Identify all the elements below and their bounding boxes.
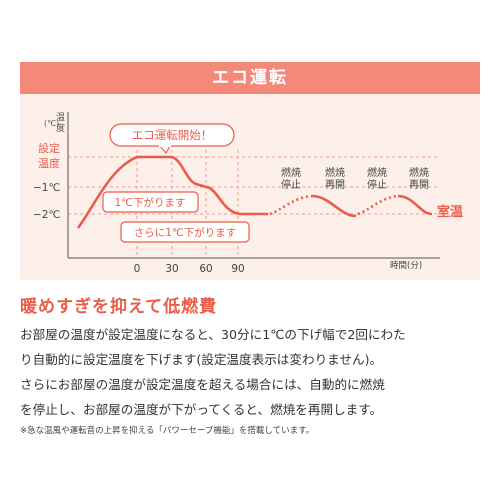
yaxis-label-2: 度: [56, 122, 65, 134]
headline: 暖めすぎを抑えて低燃費: [20, 297, 218, 317]
callout-start-text: エコ運転開始！: [132, 128, 213, 142]
minus2-label: −2℃: [33, 209, 60, 221]
callout-step2-text: さらに1℃下がります: [134, 226, 236, 239]
stop-1-line1: 燃焼: [281, 166, 301, 179]
description-line-1: お部屋の温度が設定温度になると、30分に1℃の下げ幅で2回にわた: [20, 327, 406, 342]
yaxis-label-1: 温: [56, 112, 65, 123]
callout-step1-text: 1℃下がります: [115, 196, 186, 209]
section-header: エコ運転: [20, 62, 480, 94]
cycle-1-stop: [269, 194, 313, 216]
setpoint-label-1: 設定: [38, 141, 60, 155]
description-line-2: り自動的に設定温度を下げます(設定温度表示は変わりません)。: [20, 352, 383, 367]
description-line-4: を停止し、お部屋の温度が下がってくると、燃焼を再開します。: [20, 402, 383, 417]
x-tick-30: 30: [165, 263, 178, 275]
x-tick-60: 60: [199, 263, 212, 275]
x-tick-90: 90: [231, 263, 244, 275]
room-temp-label: 室温: [437, 204, 463, 220]
description-line-3: さらにお部屋の温度が設定温度を超える場合には、自動的に燃焼: [20, 377, 385, 392]
xaxis-label: 時間(分): [390, 261, 422, 271]
stop-2-line1: 燃焼: [367, 166, 387, 179]
resume-1-line2: 再開: [325, 179, 345, 191]
footnote: ※急な温風や運転音の上昇を抑える「パワーセーブ機能」を搭載しています。: [20, 426, 315, 436]
eco-mode-diagram: (℃) 温 度 設定 温度 −1℃ −2℃ 0 30 60 90 時間(分) エ…: [33, 112, 463, 275]
header-title: エコ運転: [212, 68, 288, 88]
x-tick-0: 0: [134, 263, 141, 275]
cycle-1-resume: [311, 194, 357, 218]
callout-step2-box: [120, 221, 250, 243]
cycle-2-resume: [397, 194, 433, 216]
callout-start-pointer: [158, 145, 172, 155]
cycle-2-stop: [357, 194, 399, 216]
minus1-label: −1℃: [33, 182, 60, 194]
callout-start-box: [109, 123, 235, 147]
resume-1-line1: 燃焼: [325, 166, 345, 179]
callout-step1-box: [102, 191, 199, 213]
description: お部屋の温度が設定温度になると、30分に1℃の下げ幅で2回にわた り自動的に設定…: [20, 322, 490, 422]
yaxis-unit: (℃): [44, 119, 59, 128]
stop-2-line2: 停止: [367, 178, 387, 191]
resume-2-line1: 燃焼: [409, 166, 429, 179]
setpoint-label-2: 温度: [38, 156, 60, 170]
stop-1-line2: 停止: [281, 178, 301, 191]
temperature-curve: [76, 155, 268, 229]
resume-2-line2: 再開: [409, 179, 429, 191]
